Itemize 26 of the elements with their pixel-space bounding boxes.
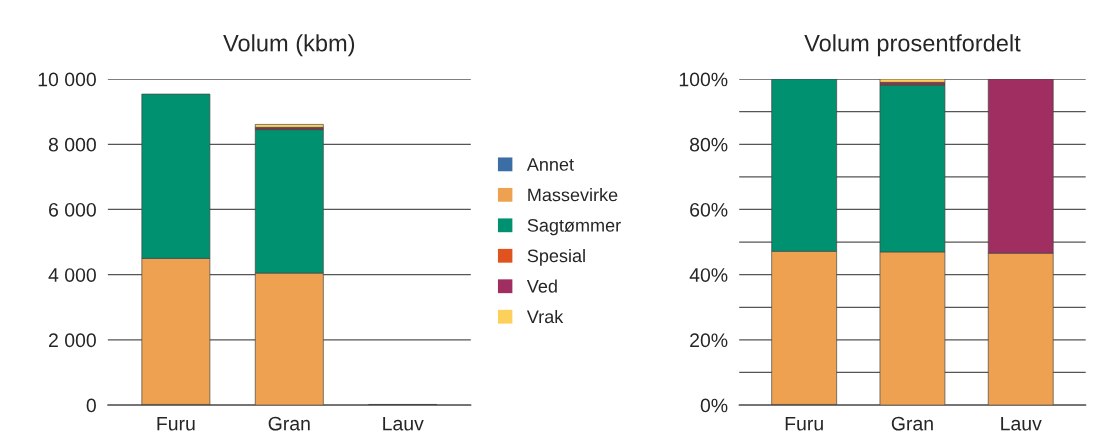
y-tick-label: 8 000 bbox=[48, 137, 96, 152]
legend-label: Annet bbox=[526, 158, 574, 171]
legend-label: Ved bbox=[526, 279, 557, 293]
y-tick-label: 0% bbox=[700, 398, 728, 413]
x-tick-label: Lauv bbox=[383, 416, 424, 431]
x-tick-label: Furu bbox=[785, 416, 823, 431]
y-tick-label: 60% bbox=[690, 202, 728, 217]
y-tick-label: 0 bbox=[86, 398, 96, 413]
y-tick-label: 10 000 bbox=[38, 72, 96, 87]
legend-label: Massevirke bbox=[528, 188, 618, 202]
y-tick-label: 40% bbox=[689, 268, 728, 282]
y-tick-label: 4 000 bbox=[48, 268, 96, 282]
x-tick-label: Furu bbox=[157, 416, 195, 431]
chart-title: Volum (kbm) bbox=[223, 34, 355, 57]
legend-label: Sagtømmer bbox=[527, 218, 621, 236]
x-tick-label: Lauv bbox=[1001, 416, 1042, 431]
x-tick-label: Gran bbox=[891, 416, 933, 431]
chart-title: Volum prosentfordelt bbox=[804, 34, 1021, 57]
y-tick-label: 6 000 bbox=[49, 202, 96, 217]
y-tick-label: 2 000 bbox=[49, 333, 96, 348]
y-tick-label: 20% bbox=[690, 333, 728, 348]
legend-label: Spesial bbox=[527, 248, 585, 266]
y-tick-label: 80% bbox=[690, 137, 728, 152]
legend-label: Vrak bbox=[526, 309, 564, 324]
y-tick-label: 100% bbox=[679, 72, 728, 87]
x-tick-label: Gran bbox=[268, 416, 310, 431]
